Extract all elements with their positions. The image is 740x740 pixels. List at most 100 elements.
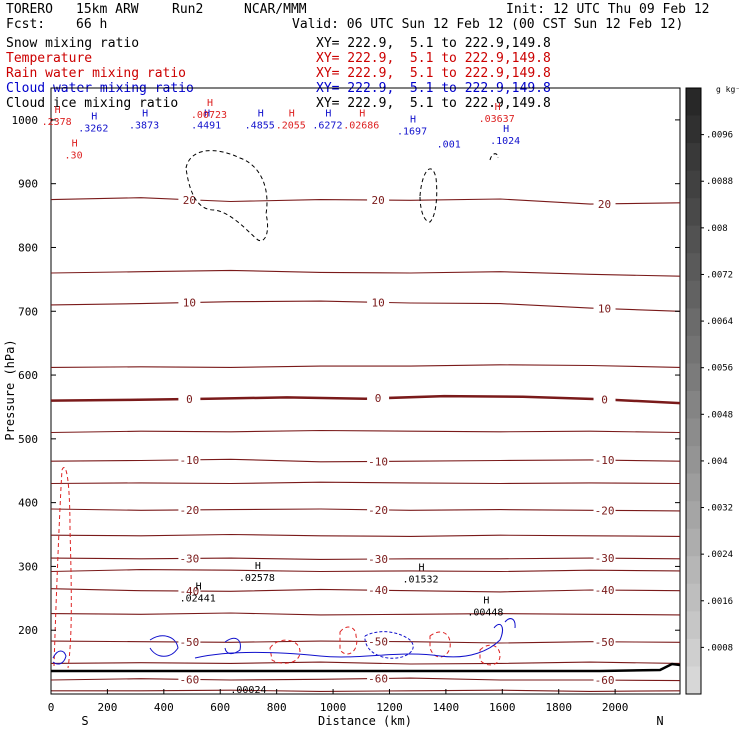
colorbar-label: .0096 [706,131,733,141]
colorbar-segment [686,473,701,502]
isotherm-line [50,481,681,485]
y-tick-label: 700 [18,305,38,318]
init-time: Init: 12 UTC Thu 09 Feb 12 [506,2,710,17]
rain-contour [429,631,451,658]
maximum-h-mark: H [196,582,202,593]
isotherm-label-bg [367,552,390,565]
isotherm-label: 20 [598,198,611,211]
x-axis-south-label: S [81,714,88,728]
maximum-value-label: .00723 [191,110,227,121]
isotherm-line [50,300,681,312]
isotherm-label-bg [178,453,201,466]
isotherm-label-bg [367,584,390,597]
maximum-value-label: .01532 [402,574,438,585]
isotherm-label: -30 [179,552,199,565]
isotherm-label-bg [178,296,201,309]
x-tick-label: 400 [154,701,174,714]
colorbar-segment [686,143,701,172]
y-tick-label: 600 [18,369,38,382]
isotherm-label-bg [367,194,390,207]
maximum-value-label: .00448 [467,608,503,619]
legend-snow-label: Snow mixing ratio [6,36,140,51]
isotherm-label: 10 [183,297,196,310]
colorbar-segment [686,198,701,227]
isotherm-label-bg [178,636,201,649]
maximum-h-mark: H [55,105,61,116]
maximum-h-mark: H [503,124,509,135]
isotherm-label: -10 [368,455,388,468]
maximum-h-mark: H [419,562,425,573]
y-tick-label: 500 [18,433,38,446]
colorbar-label: .0016 [706,597,733,607]
colorbar-segment [686,335,701,364]
snow-contour [419,168,438,223]
colorbar-segment [686,391,701,419]
snow-contour [489,153,499,161]
maximum-value-label: .02686 [343,120,379,131]
x-tick-label: 1400 [433,701,460,714]
isotherm-label-bg [593,393,616,406]
isotherm-label-bg [178,552,201,565]
x-tick-label: 600 [210,701,230,714]
maximum-value-label: .30 [65,150,83,161]
isotherm-label: -40 [595,584,615,597]
rain-contour [269,639,301,664]
legend-temperature-label: Temperature [6,51,93,66]
isotherm-label: -10 [595,454,615,467]
maximum-h-mark: H [255,561,261,572]
model-resolution: 15km ARW [76,2,139,17]
snow-contour [185,150,269,242]
x-tick-label: 2000 [602,701,629,714]
x-tick-label: 1800 [545,701,572,714]
maximum-value-label: .1697 [397,127,427,138]
valid-time: Valid: 06 UTC Sun 12 Feb 12 (00 CST Sun … [292,17,684,32]
isotherm-label-bg [367,392,390,405]
isotherm-label-bg [367,635,390,648]
colorbar-label: .0072 [706,270,733,280]
isotherm-label-bg [178,392,201,405]
maximum-value-label: .3262 [78,123,108,134]
x-tick-label: 1000 [320,701,347,714]
x-axis-title: Distance (km) [318,714,412,728]
terrain-line [51,662,681,673]
isotherm-label-bg [593,584,616,597]
isotherm-label-bg [593,552,616,565]
cloud-water-contour [224,637,241,655]
cloud-water-contour [52,650,67,665]
isotherm-line [50,508,681,512]
isotherm-label-bg [367,672,390,685]
isotherm-line [50,569,681,573]
isotherm-line [50,458,681,463]
isotherm-label: -60 [595,674,615,687]
isotherm-label: -20 [179,504,199,517]
legend-snow-xy: XY= 222.9, 5.1 to 222.9,149.8 [316,36,551,51]
maximum-h-mark: H [142,108,148,119]
isotherm-label: 0 [375,392,382,405]
isotherm-label-bg [593,197,616,210]
isotherm-line [50,197,681,205]
maximum-value-label: .02578 [239,573,275,584]
colorbar-segment [686,666,701,695]
isotherm-label: -40 [179,585,199,598]
isotherm-label: -60 [179,673,199,686]
legend-rain-xy: XY= 222.9, 5.1 to 222.9,149.8 [316,66,551,81]
isotherm-label: -40 [368,584,388,597]
isotherm-line [51,689,681,692]
isotherm-label-bg [593,302,616,315]
cloud-water-contour [504,618,516,629]
rain-contour [53,467,72,669]
x-tick-label: 800 [267,701,287,714]
isotherm-label: 20 [371,194,384,207]
colorbar-segment [686,308,701,337]
colorbar-label: .0064 [706,317,733,327]
cloud-water-contour [364,631,414,659]
maximum-value-label: .2378 [42,117,72,128]
legend-temperature-xy: XY= 222.9, 5.1 to 222.9,149.8 [316,51,551,66]
y-tick-label: 900 [18,178,38,191]
colorbar-label: .0024 [706,550,733,560]
isotherm-label: -30 [595,552,615,565]
colorbar-label: .0056 [706,364,733,374]
colorbar-label: .004 [706,457,728,467]
isotherm-line [50,429,681,434]
plot-frame [50,87,681,695]
